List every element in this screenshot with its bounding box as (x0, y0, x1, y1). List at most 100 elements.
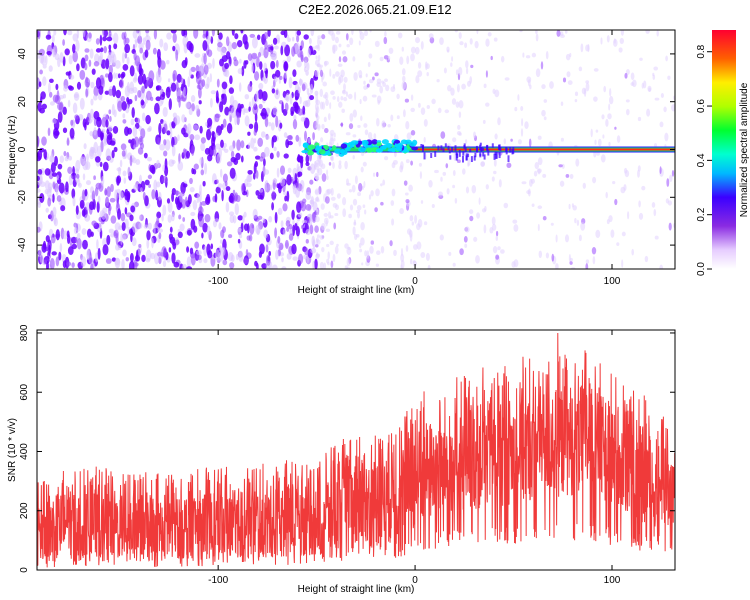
noise-blob (121, 259, 125, 269)
noise-blob (483, 83, 487, 89)
noise-blob (222, 118, 227, 128)
noise-blob (276, 37, 280, 43)
noise-blob (148, 183, 151, 189)
sideband-blob (462, 150, 465, 156)
noise-blob (272, 135, 278, 143)
noise-blob (450, 62, 453, 67)
noise-blob (380, 245, 385, 254)
noise-blob (528, 138, 532, 148)
noise-blob (443, 67, 447, 74)
noise-blob (411, 221, 415, 226)
sideband-blob (469, 148, 472, 153)
noise-blob (574, 98, 578, 103)
noise-blob (37, 226, 41, 233)
noise-blob (204, 83, 210, 90)
noise-blob (222, 88, 227, 95)
noise-blob (344, 243, 349, 249)
noise-blob (156, 74, 162, 84)
noise-blob (626, 108, 630, 116)
noise-blob (270, 122, 275, 131)
noise-blob (103, 30, 109, 37)
noise-blob (106, 186, 111, 198)
noise-blob (288, 233, 294, 241)
noise-blob (76, 238, 82, 250)
noise-blob (162, 164, 166, 172)
noise-blob (327, 251, 330, 260)
noise-blob (291, 243, 297, 255)
noise-blob (69, 74, 75, 80)
noise-blob (190, 66, 196, 73)
noise-blob (316, 118, 319, 125)
spectrogram-axes: -100 0 100 40 20 0 -20 -40 (17, 30, 675, 287)
noise-blob (207, 49, 213, 58)
noise-blob (434, 169, 439, 174)
noise-blob (203, 53, 207, 65)
noise-blob (200, 169, 205, 176)
noise-blob (283, 30, 288, 39)
noise-blob (209, 73, 213, 83)
noise-blob (141, 112, 146, 122)
noise-blob (513, 224, 519, 232)
noise-blob (108, 88, 114, 96)
noise-blob (271, 190, 276, 201)
noise-blob (66, 137, 70, 146)
noise-blob (80, 256, 87, 268)
noise-blob (307, 216, 311, 224)
noise-blob (121, 100, 127, 111)
noise-blob (253, 146, 258, 152)
noise-blob (476, 212, 481, 219)
sideband-blob (483, 154, 486, 160)
noise-blob (286, 135, 293, 140)
noise-blob (124, 85, 131, 98)
noise-blob (364, 250, 368, 257)
noise-blob (329, 68, 332, 77)
noise-blob (95, 38, 100, 45)
noise-blob (285, 138, 290, 149)
noise-blob (231, 30, 235, 36)
noise-blob (41, 243, 47, 253)
noise-blob (475, 254, 480, 264)
noise-blob (186, 229, 192, 236)
noise-blob (304, 59, 308, 69)
noise-blob (368, 194, 372, 200)
noise-blob (668, 222, 672, 231)
noise-blob (493, 159, 497, 167)
noise-blob (352, 109, 358, 118)
noise-blob (163, 150, 168, 157)
noise-blob (203, 245, 208, 257)
noise-blob (346, 178, 349, 186)
noise-blob (82, 30, 86, 38)
noise-blob (490, 55, 493, 61)
noise-blob (220, 47, 226, 57)
noise-blob (255, 90, 259, 102)
noise-blob (108, 228, 114, 234)
noise-blob (439, 37, 444, 45)
noise-blob (279, 165, 286, 175)
noise-blob (222, 226, 226, 233)
noise-blob (316, 253, 321, 258)
noise-blob (201, 79, 206, 87)
noise-blob (75, 205, 79, 215)
noise-blob (171, 122, 176, 129)
noise-blob (320, 137, 324, 143)
noise-blob (240, 155, 244, 163)
noise-blob (559, 34, 565, 39)
noise-blob (332, 161, 335, 169)
noise-blob (74, 114, 79, 120)
noise-blob (171, 136, 175, 148)
noise-blob (314, 225, 319, 233)
noise-blob (384, 78, 388, 82)
noise-blob (254, 71, 260, 81)
noise-blob (274, 227, 278, 239)
noise-blob (283, 132, 288, 138)
noise-blob (44, 55, 48, 66)
noise-blob (500, 55, 505, 63)
noise-blob (609, 96, 614, 105)
noise-blob (280, 177, 286, 187)
noise-blob (305, 99, 311, 108)
noise-blob (357, 192, 361, 197)
noise-blob (145, 30, 150, 34)
noise-blob (167, 78, 171, 83)
noise-blob (452, 170, 456, 176)
noise-blob (204, 147, 211, 155)
